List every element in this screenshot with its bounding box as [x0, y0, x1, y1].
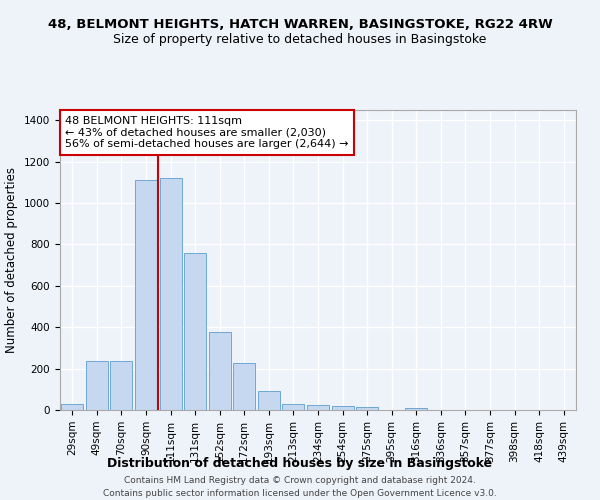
Bar	[110, 362, 133, 410]
Bar	[209, 332, 231, 410]
Bar	[307, 405, 329, 410]
Text: Distribution of detached houses by size in Basingstoke: Distribution of detached houses by size …	[107, 458, 493, 470]
Text: 48 BELMONT HEIGHTS: 111sqm
← 43% of detached houses are smaller (2,030)
56% of s: 48 BELMONT HEIGHTS: 111sqm ← 43% of deta…	[65, 116, 349, 149]
Bar	[160, 178, 182, 410]
Bar	[283, 404, 304, 410]
Bar	[135, 180, 157, 410]
Bar	[233, 364, 256, 410]
Bar	[258, 392, 280, 410]
Bar	[356, 407, 378, 410]
Text: Contains HM Land Registry data © Crown copyright and database right 2024.
Contai: Contains HM Land Registry data © Crown c…	[103, 476, 497, 498]
Bar	[61, 404, 83, 410]
Bar	[184, 253, 206, 410]
Bar	[332, 406, 353, 410]
Text: 48, BELMONT HEIGHTS, HATCH WARREN, BASINGSTOKE, RG22 4RW: 48, BELMONT HEIGHTS, HATCH WARREN, BASIN…	[47, 18, 553, 30]
Y-axis label: Number of detached properties: Number of detached properties	[5, 167, 19, 353]
Text: Size of property relative to detached houses in Basingstoke: Size of property relative to detached ho…	[113, 32, 487, 46]
Bar	[86, 362, 108, 410]
Bar	[405, 408, 427, 410]
